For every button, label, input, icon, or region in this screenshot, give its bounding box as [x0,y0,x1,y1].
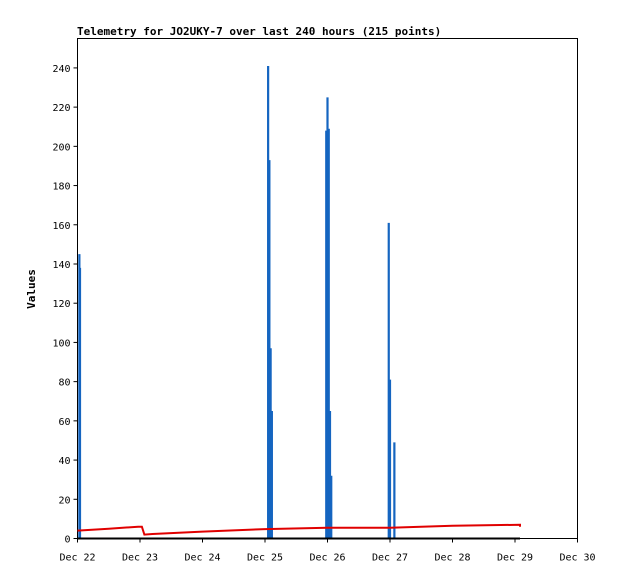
y-tick-label-10: 200 [52,142,70,153]
series-line-1 [77,523,521,536]
y-tick-label-7: 140 [52,260,70,271]
chart-title: Telemetry for JO2UKY-7 over last 240 hou… [77,25,441,38]
y-tick-label-9: 180 [52,182,70,193]
x-tick-label-2: Dec 24 [184,553,220,564]
x-tick-label-0: Dec 22 [59,553,95,564]
x-tick-label-7: Dec 29 [497,553,533,564]
x-tick-label-6: Dec 28 [434,553,470,564]
y-tick-label-4: 80 [58,378,70,389]
y-tick-label-8: 160 [52,221,70,232]
x-tick-label-3: Dec 25 [247,553,283,564]
y-axis-label: Values [25,269,38,309]
data-marks [77,65,521,540]
x-tick-label-5: Dec 27 [372,553,408,564]
y-tick-label-2: 40 [58,456,70,467]
y-tick-label-1: 20 [58,495,70,506]
y-axis: 0 20 40 60 80 100 120 140 160 180 200 220 240 [52,64,78,546]
x-tick-label-1: Dec 23 [122,553,158,564]
y-tick-label-3: 60 [58,417,70,428]
x-tick-label-8: Dec 30 [559,553,595,564]
y-tick-label-0: 0 [64,535,70,546]
x-axis: Dec 22 Dec 23 Dec 24 Dec 25 Dec 26 Dec 27 Dec … [59,538,596,564]
y-tick-label-5: 100 [52,338,70,349]
y-tick-label-12: 240 [52,64,70,75]
y-tick-label-6: 120 [52,299,70,310]
y-tick-label-11: 220 [52,103,70,114]
x-tick-label-4: Dec 26 [309,553,345,564]
